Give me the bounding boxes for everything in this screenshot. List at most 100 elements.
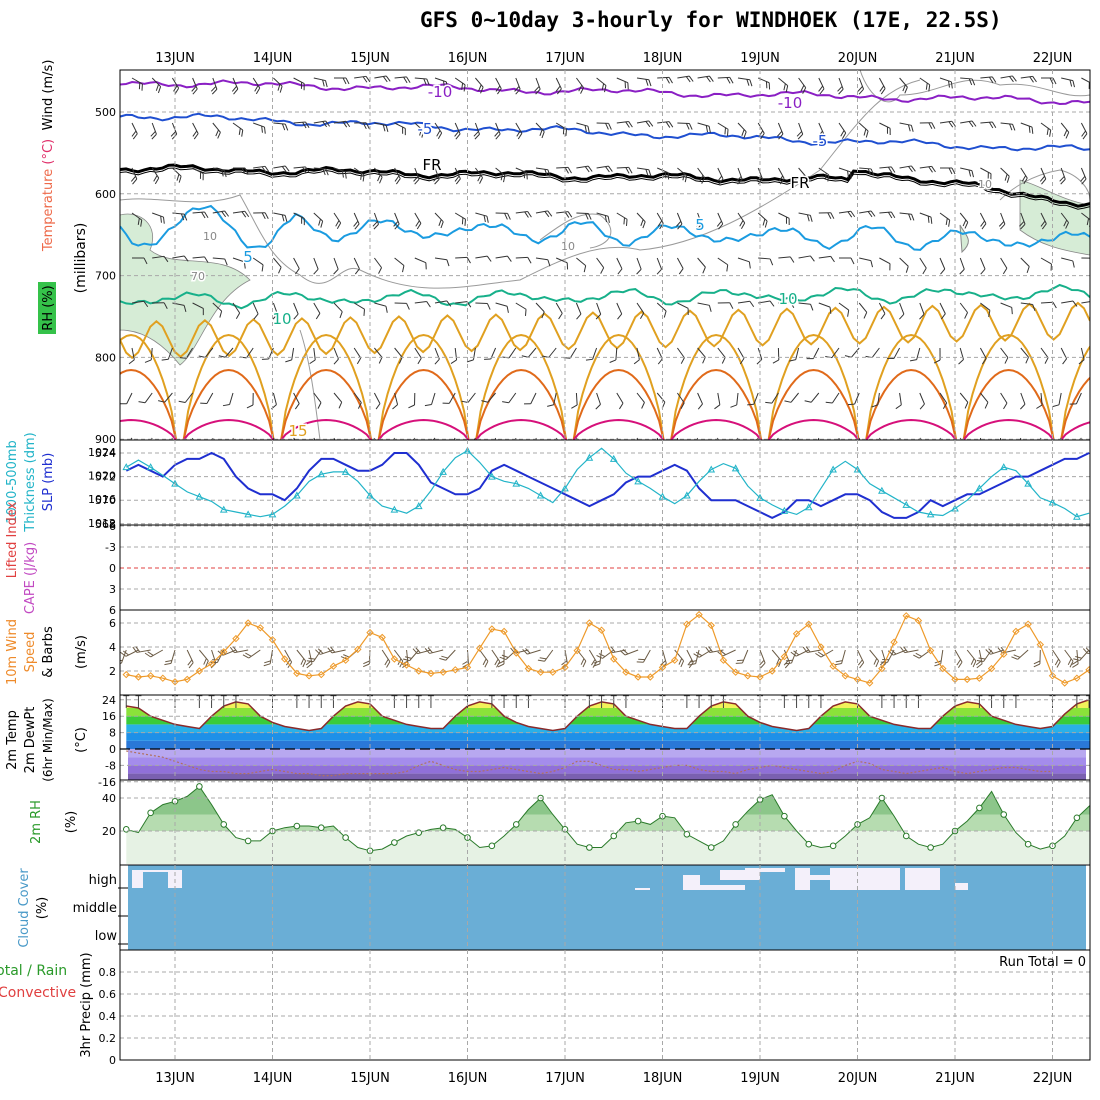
- wind-speed-point: [768, 667, 776, 675]
- upper-wind-barb-feather: [137, 218, 140, 225]
- upper-wind-barb-staff: [374, 167, 383, 178]
- upper-wind-barb-feather: [951, 120, 957, 128]
- upper-wind-barb: [333, 77, 350, 85]
- temp-contour-t_25: [962, 418, 1055, 440]
- upper-wind-barb-feather: [827, 212, 832, 219]
- upper-wind-barb-feather: [515, 88, 521, 95]
- upper-wind-barb: [293, 166, 310, 174]
- upper-wind-barb-feather: [562, 127, 565, 135]
- upper-wind-barb-staff: [737, 167, 743, 180]
- wind-speed-point: [463, 663, 472, 672]
- surface-wind-barb-feather: [1071, 660, 1079, 665]
- upper-wind-barb-feather: [948, 121, 954, 128]
- upper-wind-barb-feather: [1029, 76, 1034, 83]
- upper-wind-barb-feather: [657, 358, 663, 365]
- surface-wind-barb-feather: [913, 654, 920, 659]
- upper-wind-barb: [899, 165, 916, 173]
- upper-wind-barb-feather: [809, 215, 813, 222]
- upper-wind-barb-feather: [178, 400, 186, 403]
- upper-wind-barb-feather: [641, 402, 645, 409]
- upper-wind-barb-feather: [362, 122, 367, 130]
- upper-wind-barb-feather: [478, 84, 482, 92]
- surface-wind-barb-feather: [120, 659, 123, 662]
- contour-label: 10: [978, 178, 992, 191]
- upper-wind-barb: [1020, 302, 1036, 311]
- upper-wind-barb-feather: [830, 256, 835, 263]
- upper-wind-barb: [252, 302, 259, 320]
- upper-wind-barb-staff: [515, 77, 521, 90]
- surface-wind-barb-staff: [699, 649, 712, 658]
- surface-wind-barb: [186, 649, 194, 669]
- upper-wind-barb-feather: [1039, 175, 1045, 182]
- upper-wind-barb: [354, 75, 371, 83]
- upper-wind-barb: [1060, 212, 1069, 229]
- upper-wind-barb-feather: [300, 82, 303, 89]
- upper-wind-barb-feather: [1065, 132, 1070, 139]
- upper-wind-barb-feather: [838, 88, 844, 95]
- upper-wind-barb-feather: [668, 77, 673, 84]
- rh-point: [317, 824, 325, 832]
- upper-wind-barb-staff: [959, 392, 969, 403]
- upper-wind-barb-feather: [138, 82, 141, 90]
- upper-wind-barb: [1081, 77, 1090, 89]
- upper-wind-barb-feather: [1052, 77, 1057, 85]
- upper-wind-barb-feather: [517, 133, 523, 140]
- upper-wind-barb-staff: [131, 212, 143, 221]
- surface-wind-barb-feather: [695, 651, 703, 657]
- upper-wind-barb: [796, 122, 804, 140]
- surface-wind-barb-feather: [708, 646, 714, 653]
- upper-wind-barb-feather: [858, 88, 864, 95]
- upper-wind-barb-feather: [1040, 220, 1046, 227]
- upper-wind-barb: [1020, 122, 1034, 134]
- upper-wind-barb-feather: [503, 175, 506, 183]
- upper-wind-barb-feather: [1025, 356, 1029, 364]
- surface-wind-barb-staff: [643, 649, 651, 663]
- upper-wind-barb-staff: [636, 167, 649, 171]
- upper-wind-barb-feather: [928, 84, 931, 92]
- upper-wind-barb: [575, 302, 582, 320]
- surface-wind-barb: [497, 649, 505, 668]
- surface-wind-barb: [735, 649, 749, 664]
- upper-wind-barb-staff: [899, 257, 909, 267]
- upper-wind-barb-feather: [163, 302, 168, 309]
- surface-wind-barb-staff: [319, 649, 334, 655]
- upper-wind-barb: [152, 255, 169, 263]
- upper-wind-barb: [394, 302, 410, 310]
- upper-wind-barb-staff: [596, 257, 605, 268]
- upper-wind-barb-feather: [786, 446, 793, 451]
- upper-wind-barb-feather: [909, 359, 917, 362]
- wind-axis-label-a-part: 10m Wind: [5, 619, 20, 685]
- upper-wind-barb: [697, 302, 712, 312]
- upper-wind-barb-staff: [204, 347, 214, 358]
- upper-wind-barb: [789, 347, 800, 362]
- upper-wind-barb-staff: [144, 392, 153, 404]
- wind-speed-point: [622, 668, 630, 676]
- upper-wind-barb-staff: [293, 302, 299, 315]
- upper-wind-barb-staff: [535, 167, 548, 171]
- wind-speed-point: [475, 644, 484, 652]
- upper-wind-barb: [222, 392, 234, 407]
- surface-wind-barb: [229, 646, 249, 654]
- upper-wind-barb-feather: [971, 78, 976, 86]
- upper-wind-barb-staff: [151, 122, 157, 135]
- upper-wind-barb: [1020, 347, 1029, 364]
- surface-wind-barb-feather: [972, 660, 977, 668]
- upper-wind-barb-staff: [548, 347, 557, 358]
- upper-wind-barb-feather: [1012, 124, 1016, 131]
- upper-wind-barb: [1081, 257, 1090, 259]
- surface-wind-barb-staff: [624, 649, 639, 656]
- surface-wind-barb-staff: [602, 649, 615, 659]
- upper-wind-barb-feather: [645, 79, 649, 86]
- upper-wind-barb-staff: [795, 347, 800, 360]
- upper-wind-barb-feather: [981, 223, 987, 230]
- upper-wind-barb: [717, 347, 726, 364]
- upper-wind-barb-feather: [483, 215, 486, 223]
- thickness-point: [926, 510, 935, 518]
- wind-speed-point: [317, 670, 325, 679]
- upper-wind-barb: [636, 302, 645, 320]
- upper-wind-barb-feather: [322, 79, 325, 87]
- upper-wind-barb: [246, 392, 254, 409]
- upper-wind-barb-feather: [144, 359, 152, 363]
- upper-wind-barb-feather: [365, 122, 370, 129]
- upper-wind-barb-feather: [994, 450, 1000, 453]
